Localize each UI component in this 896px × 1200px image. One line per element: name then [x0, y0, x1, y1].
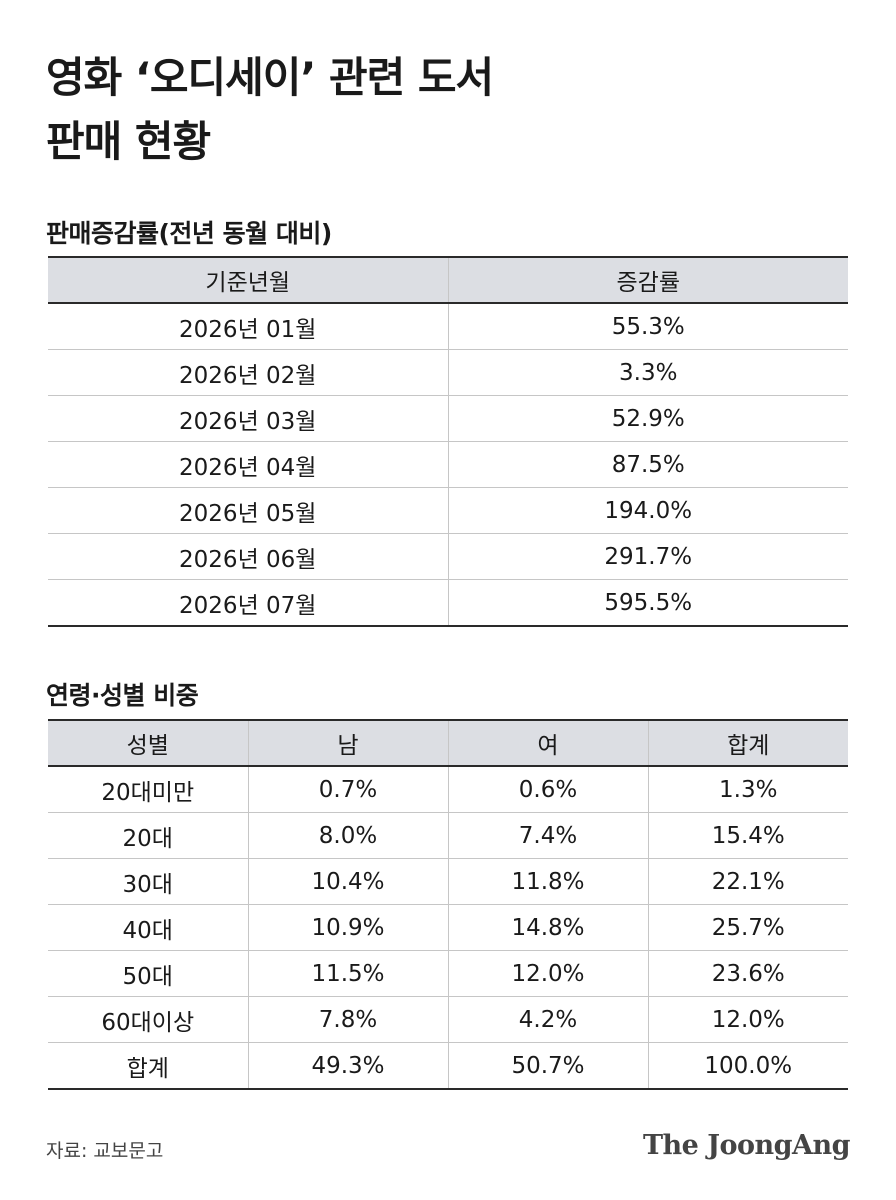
table-cell: 8.0%	[247, 812, 448, 859]
table-cell: 50.7%	[447, 1042, 648, 1090]
page-title-line-1: 영화 ‘오디세이’ 관련 도서	[46, 53, 494, 102]
publisher-logo: The JoongAng	[642, 1130, 851, 1161]
table-row: 50대 11.5% 12.0% 23.6%	[48, 950, 848, 997]
table-cell: 2026년 02월	[48, 349, 448, 396]
table-cell: 10.4%	[247, 858, 448, 905]
table-cell: 10.9%	[247, 904, 448, 951]
table-cell: 22.1%	[647, 858, 848, 905]
table-cell: 100.0%	[647, 1042, 848, 1090]
table-cell: 2026년 07월	[48, 579, 448, 627]
table-cell: 60대이상	[48, 996, 248, 1043]
table-cell: 55.3%	[447, 303, 848, 350]
table-cell: 11.5%	[247, 950, 448, 997]
source-note: 자료: 교보문고	[46, 1140, 164, 1162]
demographics-table: 성별 남 여 합계 20대미만 0.7% 0.6% 1.3% 20대 8.0% 7.4% 1…	[48, 719, 848, 1090]
table-cell: 14.8%	[447, 904, 648, 951]
table-cell: 3.3%	[447, 349, 848, 396]
column-header: 남	[247, 719, 448, 767]
page-title-line-2: 판매 현황	[46, 117, 211, 166]
table-cell: 15.4%	[647, 812, 848, 859]
table-cell: 1.3%	[647, 766, 848, 813]
column-header: 성별	[48, 719, 248, 767]
table-cell: 291.7%	[447, 533, 848, 580]
table-cell: 7.8%	[247, 996, 448, 1043]
demographics-title: 연령·성별 비중	[46, 681, 199, 710]
page-title: 영화 ‘오디세이’ 관련 도서 판매 현황	[46, 46, 846, 174]
table-row: 40대 10.9% 14.8% 25.7%	[48, 904, 848, 951]
table-cell: 2026년 05월	[48, 487, 448, 534]
table-cell: 87.5%	[447, 441, 848, 488]
table-cell: 4.2%	[447, 996, 648, 1043]
table-cell: 50대	[48, 950, 248, 997]
table-cell: 194.0%	[447, 487, 848, 534]
sales-growth-table: 기준년월 증감률 2026년 01월 55.3% 2026년 02월 3.3% 20…	[48, 256, 848, 627]
table-cell: 12.0%	[647, 996, 848, 1043]
table-cell: 40대	[48, 904, 248, 951]
table-row: 20대 8.0% 7.4% 15.4%	[48, 812, 848, 859]
table-cell: 7.4%	[447, 812, 648, 859]
table-cell: 11.8%	[447, 858, 648, 905]
table-row: 2026년 04월 87.5%	[48, 441, 848, 488]
table-cell: 25.7%	[647, 904, 848, 951]
table-cell: 12.0%	[447, 950, 648, 997]
table-cell: 2026년 06월	[48, 533, 448, 580]
table-cell: 20대미만	[48, 766, 248, 813]
table-row: 2026년 07월 595.5%	[48, 579, 848, 627]
table-header-row: 기준년월 증감률	[48, 256, 848, 304]
table-row: 60대이상 7.8% 4.2% 12.0%	[48, 996, 848, 1043]
table-cell: 49.3%	[247, 1042, 448, 1090]
table-row: 2026년 05월 194.0%	[48, 487, 848, 534]
table-row: 30대 10.4% 11.8% 22.1%	[48, 858, 848, 905]
table-cell: 2026년 04월	[48, 441, 448, 488]
table-row: 2026년 06월 291.7%	[48, 533, 848, 580]
table-row: 20대미만 0.7% 0.6% 1.3%	[48, 766, 848, 813]
table-cell: 52.9%	[447, 395, 848, 442]
table-row: 2026년 03월 52.9%	[48, 395, 848, 442]
column-header: 기준년월	[48, 256, 448, 304]
column-header: 합계	[647, 719, 848, 767]
table-cell: 0.7%	[247, 766, 448, 813]
table-header-row: 성별 남 여 합계	[48, 719, 848, 767]
column-header: 증감률	[447, 256, 848, 304]
table-cell: 0.6%	[447, 766, 648, 813]
table-cell: 23.6%	[647, 950, 848, 997]
sales-growth-title: 판매증감률(전년 동월 대비)	[46, 219, 332, 248]
table-row: 2026년 02월 3.3%	[48, 349, 848, 396]
table-cell: 2026년 03월	[48, 395, 448, 442]
table-cell: 2026년 01월	[48, 303, 448, 350]
table-cell: 30대	[48, 858, 248, 905]
table-row: 2026년 01월 55.3%	[48, 303, 848, 350]
table-row: 합계 49.3% 50.7% 100.0%	[48, 1042, 848, 1090]
table-cell: 595.5%	[447, 579, 848, 627]
table-cell: 20대	[48, 812, 248, 859]
column-header: 여	[447, 719, 648, 767]
table-cell: 합계	[48, 1042, 248, 1090]
